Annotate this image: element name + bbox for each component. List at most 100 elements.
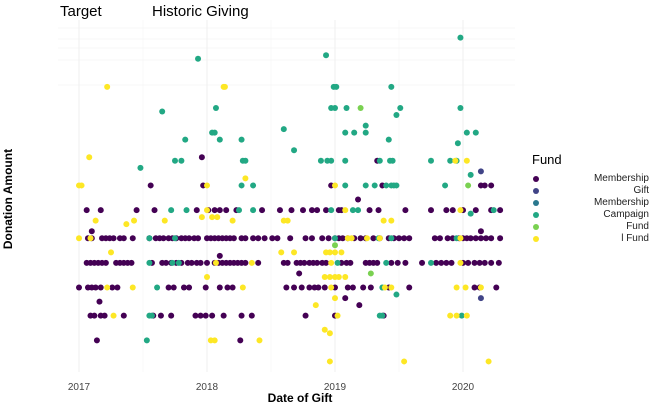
x-tick-label: 2019: [324, 382, 347, 393]
data-point-3: [428, 157, 434, 164]
data-point-3: [317, 157, 324, 164]
data-point-0: [431, 235, 438, 242]
data-point-0: [476, 259, 483, 266]
data-point-0: [444, 235, 451, 242]
data-point-3: [349, 207, 356, 214]
data-point-0: [248, 312, 255, 319]
data-point-3: [342, 182, 349, 189]
data-point-0: [170, 284, 177, 291]
data-point-0: [323, 259, 330, 266]
data-point-0: [287, 235, 294, 242]
data-point-0: [388, 259, 395, 266]
data-point-0: [308, 207, 315, 214]
data-point-5: [332, 295, 338, 302]
data-point-5: [321, 273, 328, 280]
data-point-3: [328, 157, 335, 164]
data-point-0: [259, 207, 266, 214]
data-point-0: [109, 284, 116, 291]
data-point-0: [308, 235, 315, 242]
data-point-0: [250, 235, 257, 242]
data-point-0: [344, 284, 351, 291]
data-point-0: [493, 284, 500, 291]
data-point-0: [186, 235, 193, 242]
data-point-5: [204, 273, 210, 280]
data-point-3: [385, 136, 392, 143]
legend-swatch: [533, 236, 539, 242]
data-point-0: [497, 207, 504, 214]
data-point-0: [147, 182, 154, 189]
data-point-3: [182, 136, 189, 143]
data-point-0: [394, 259, 401, 266]
data-point-5: [477, 284, 484, 291]
data-point-0: [402, 259, 409, 266]
data-point-3: [490, 207, 497, 214]
data-point-0: [93, 337, 100, 344]
data-point-0: [165, 284, 172, 291]
data-point-0: [481, 182, 488, 189]
data-point-0: [495, 259, 502, 266]
data-point-3: [328, 207, 335, 214]
data-point-0: [355, 196, 362, 203]
data-point-3: [379, 312, 386, 319]
data-point-0: [306, 284, 313, 291]
legend-label: Fund: [626, 221, 649, 232]
data-point-3: [148, 312, 155, 319]
data-point-0: [396, 235, 402, 242]
data-point-0: [151, 207, 158, 214]
data-point-5: [381, 284, 388, 291]
legend-swatch: [533, 224, 539, 230]
data-point-3: [175, 259, 182, 266]
data-point-3: [168, 207, 175, 214]
data-point-5: [92, 217, 99, 224]
data-point-0: [497, 235, 504, 242]
data-point-0: [291, 284, 298, 291]
data-point-0: [274, 235, 281, 242]
legend-label: Membership: [593, 173, 649, 184]
data-point-0: [357, 235, 364, 242]
data-point-0: [120, 312, 127, 319]
data-point-3: [178, 157, 185, 164]
data-point-5: [229, 217, 236, 224]
data-point-0: [255, 235, 262, 242]
data-point-3: [362, 129, 369, 136]
data-point-3: [389, 157, 396, 164]
data-point-5: [485, 358, 492, 365]
data-point-0: [216, 252, 223, 259]
data-point-0: [314, 259, 321, 266]
legend-item: Membership: [533, 197, 653, 209]
data-point-0: [433, 259, 440, 266]
data-point-3: [332, 235, 338, 242]
legend-item: l Fund: [533, 233, 653, 245]
data-point-5: [335, 273, 342, 280]
data-point-5: [342, 207, 349, 214]
data-point-5: [278, 249, 285, 256]
data-point-3: [323, 52, 330, 59]
data-point-3: [393, 112, 400, 119]
data-point-1: [477, 295, 484, 302]
legend-label: Gift: [633, 185, 649, 196]
data-point-3: [242, 157, 249, 164]
data-point-3: [159, 108, 166, 115]
data-point-0: [315, 284, 322, 291]
legend-label: l Fund: [621, 233, 649, 244]
data-point-5: [328, 284, 335, 291]
data-point-0: [238, 312, 245, 319]
data-point-5: [212, 259, 219, 266]
x-axis-label: Date of Gift: [267, 391, 333, 405]
data-point-3: [183, 207, 190, 214]
data-point-5: [76, 235, 82, 242]
data-point-0: [129, 235, 136, 242]
data-point-3: [442, 182, 449, 189]
data-point-3: [334, 259, 341, 266]
data-point-5: [457, 235, 464, 242]
data-point-3: [250, 207, 257, 214]
data-point-0: [296, 270, 303, 277]
data-point-3: [212, 105, 219, 111]
data-point-3: [362, 182, 369, 189]
data-point-0: [76, 284, 82, 291]
data-point-4: [332, 242, 338, 249]
data-point-0: [97, 284, 104, 291]
data-point-0: [406, 284, 413, 291]
data-point-3: [216, 136, 223, 143]
